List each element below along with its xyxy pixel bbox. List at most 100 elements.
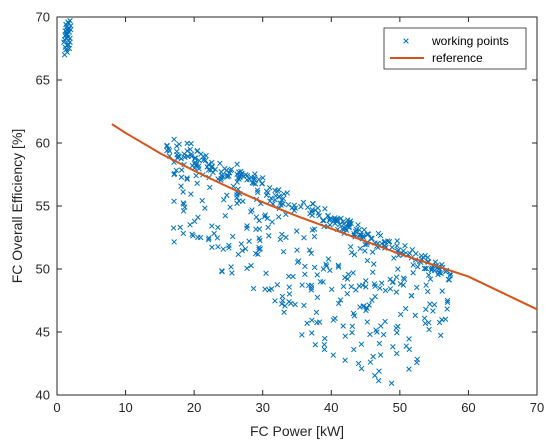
working-point-marker [338, 215, 344, 222]
working-point-marker [382, 318, 388, 325]
working-point-marker [253, 214, 260, 220]
working-point-marker [272, 298, 278, 304]
working-point-marker [447, 272, 453, 279]
working-point-marker [290, 273, 296, 280]
working-point-marker [314, 272, 320, 278]
working-point-marker [331, 215, 338, 221]
working-point-marker [256, 226, 263, 232]
working-point-marker [375, 230, 382, 237]
working-point-marker [252, 181, 259, 187]
working-point-marker [378, 280, 385, 286]
y-tick-label: 40 [36, 388, 50, 403]
working-point-marker [406, 366, 412, 372]
working-point-marker [332, 315, 338, 322]
working-point-marker [266, 233, 272, 239]
working-point-marker [314, 294, 321, 301]
working-point-marker [182, 154, 188, 161]
working-point-marker [444, 299, 451, 306]
working-point-marker [394, 329, 400, 336]
working-point-marker [310, 201, 316, 207]
working-point-marker [361, 227, 367, 233]
working-point-marker [295, 258, 302, 264]
working-point-marker [189, 162, 196, 169]
working-point-marker [366, 302, 372, 308]
working-point-marker [277, 236, 284, 243]
working-point-marker [294, 247, 300, 253]
working-point-marker [427, 276, 434, 282]
working-point-marker [171, 239, 177, 245]
working-point-marker [206, 235, 212, 241]
working-point-marker [308, 250, 315, 257]
working-point-marker [262, 212, 268, 218]
working-point-marker [207, 184, 213, 191]
working-point-marker [355, 222, 361, 228]
working-point-marker [184, 148, 190, 154]
working-point-marker [358, 365, 365, 372]
working-point-marker [393, 274, 400, 280]
working-point-marker [341, 221, 347, 227]
working-point-marker [325, 256, 332, 262]
working-point-marker [238, 241, 245, 247]
working-point-marker [362, 241, 368, 248]
working-point-marker [188, 140, 194, 147]
working-point-marker [229, 270, 235, 276]
working-point-marker [304, 320, 310, 327]
plot-area [56, 16, 538, 396]
working-point-marker [217, 160, 223, 167]
working-point-marker [173, 167, 180, 174]
working-point-marker [67, 26, 74, 33]
working-point-marker [227, 204, 233, 210]
working-point-marker [345, 271, 352, 278]
working-point-marker [268, 286, 275, 292]
working-point-marker [226, 242, 232, 249]
working-point-marker [194, 180, 200, 187]
working-point-marker [208, 159, 215, 166]
working-point-marker [191, 218, 198, 225]
working-point-marker [309, 207, 316, 213]
working-point-marker [178, 167, 185, 173]
working-point-marker [268, 195, 274, 201]
working-point-marker [255, 251, 261, 257]
working-point-marker [211, 230, 217, 237]
working-point-marker [439, 317, 445, 323]
working-point-marker [408, 293, 415, 299]
legend-box [383, 27, 527, 70]
working-point-marker [264, 215, 271, 222]
working-point-marker [351, 251, 358, 258]
working-point-marker [364, 257, 371, 264]
working-point-marker [322, 335, 328, 342]
working-point-marker [235, 251, 242, 258]
working-point-marker [301, 234, 307, 241]
working-point-marker [320, 217, 326, 224]
working-point-marker [373, 327, 379, 333]
working-point-marker [244, 177, 250, 183]
working-point-marker [218, 175, 224, 182]
working-point-marker [414, 263, 421, 270]
working-point-marker [210, 169, 216, 176]
working-point-marker [414, 284, 420, 291]
working-point-marker [249, 207, 255, 213]
working-point-marker [406, 250, 413, 256]
working-point-marker [299, 332, 305, 338]
working-point-marker [327, 216, 333, 222]
working-point-marker [425, 319, 432, 326]
working-point-marker [344, 290, 351, 297]
working-point-marker [244, 223, 250, 229]
working-point-marker [423, 282, 429, 288]
working-point-marker [311, 233, 318, 240]
working-point-marker [330, 352, 337, 358]
working-point-marker [254, 187, 261, 193]
working-point-marker [343, 225, 349, 232]
working-point-marker [180, 230, 187, 237]
working-point-marker [195, 234, 201, 241]
working-point-marker [228, 166, 235, 173]
working-point-marker [215, 224, 221, 231]
working-point-marker [214, 235, 221, 241]
working-point-marker [427, 301, 433, 307]
working-point-marker [370, 353, 376, 360]
working-point-marker [249, 180, 256, 186]
working-point-marker [444, 306, 450, 312]
y-tick-label: 70 [36, 10, 50, 25]
working-point-marker [406, 336, 412, 342]
x-tick-label: 70 [530, 400, 544, 415]
